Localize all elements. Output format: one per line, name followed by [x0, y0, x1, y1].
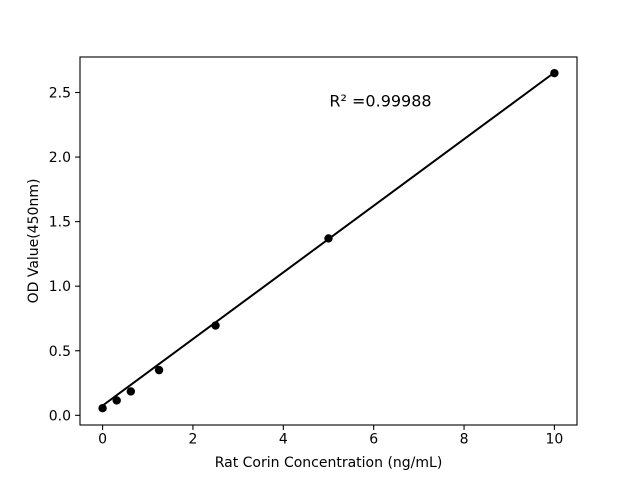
plot-area	[79, 56, 578, 426]
data-point	[126, 387, 136, 396]
x-tick-label: 4	[279, 432, 288, 448]
data-point	[211, 321, 220, 330]
x-tick-label: 2	[188, 432, 197, 448]
x-tick-label: 0	[98, 432, 107, 448]
x-tick-label: 8	[460, 432, 469, 448]
y-tick-label: 0.5	[49, 344, 71, 360]
y-axis-ticks: 0.0 0.5 1.0 1.5 2.0 2.5	[49, 86, 80, 424]
data-point	[550, 68, 559, 78]
data-series	[98, 68, 559, 413]
data-point	[98, 404, 107, 413]
y-tick-label: 2.0	[49, 150, 71, 166]
x-tick-label: 6	[369, 432, 378, 448]
y-tick-label: 2.5	[49, 86, 71, 102]
x-tick-label: 10	[545, 432, 563, 448]
r-squared-annotation: R² =0.99988	[329, 92, 431, 111]
data-point	[112, 396, 121, 405]
y-tick-label: 1.5	[49, 215, 71, 231]
y-tick-label: 1.0	[49, 279, 71, 295]
x-axis-label: Rat Corin Concentration (ng/mL)	[215, 455, 443, 471]
data-point	[154, 365, 164, 375]
y-axis-label: OD Value(450nm)	[26, 179, 42, 304]
x-axis-ticks: 0 2 4 6 8 10	[98, 425, 563, 448]
y-tick-label: 0.0	[49, 408, 71, 424]
data-point	[324, 234, 333, 243]
